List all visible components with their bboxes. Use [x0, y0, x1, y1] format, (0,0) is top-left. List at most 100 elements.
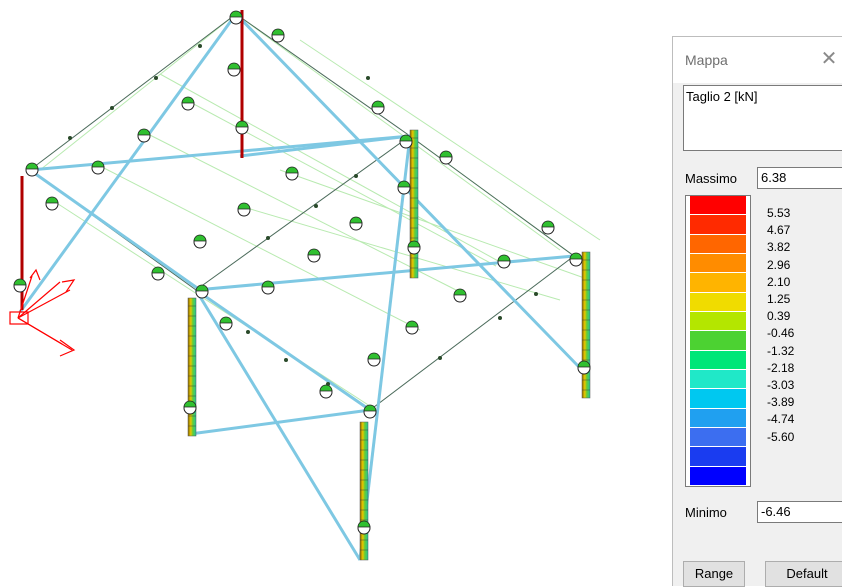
- node[interactable]: [271, 28, 285, 43]
- max-input[interactable]: 6.38: [757, 167, 842, 189]
- node[interactable]: [399, 134, 413, 149]
- axis-arrow: [59, 339, 76, 357]
- axis-arrow: [17, 275, 33, 319]
- beam-dot: [326, 382, 330, 386]
- legend-swatch: [690, 234, 746, 254]
- legend-label: -5.60: [767, 429, 795, 444]
- node[interactable]: [371, 100, 385, 115]
- legend-swatch: [690, 350, 746, 370]
- column-stress: [409, 129, 419, 279]
- legend-label: -3.03: [767, 378, 795, 392]
- edge-beams: [29, 13, 575, 411]
- nodes: [13, 10, 591, 535]
- beam-dot: [110, 106, 114, 110]
- legend-swatch: [690, 215, 746, 235]
- secondary-beam: [139, 129, 461, 293]
- beam-dot: [284, 358, 288, 362]
- secondary-beam: [235, 13, 561, 251]
- structure-3d-view: [9, 10, 601, 561]
- node[interactable]: [497, 254, 511, 269]
- legend-label: 0.39: [767, 309, 791, 324]
- color-legend: [685, 195, 751, 487]
- node[interactable]: [405, 320, 419, 335]
- beam-dot: [438, 356, 442, 360]
- legend-swatch: [690, 466, 746, 486]
- node[interactable]: [439, 150, 453, 165]
- range-button[interactable]: Range: [683, 561, 745, 587]
- node[interactable]: [319, 384, 333, 399]
- beam-dot: [354, 174, 358, 178]
- legend-label: 5.53: [767, 206, 791, 220]
- node[interactable]: [227, 62, 241, 77]
- node[interactable]: [151, 266, 165, 281]
- beam-dot: [154, 76, 158, 80]
- node[interactable]: [195, 284, 209, 299]
- main-beams: [18, 12, 582, 561]
- axis-arrow: [17, 317, 63, 345]
- beam-dot: [68, 136, 72, 140]
- node[interactable]: [407, 240, 421, 255]
- legend-swatch: [690, 370, 746, 390]
- node[interactable]: [367, 352, 381, 367]
- legend-swatch: [690, 254, 746, 274]
- min-input[interactable]: -6.46: [757, 501, 842, 523]
- node[interactable]: [13, 278, 27, 293]
- legend-swatch: [690, 292, 746, 312]
- legend-swatch: [690, 331, 746, 351]
- node[interactable]: [453, 288, 467, 303]
- close-icon[interactable]: ✕: [820, 48, 838, 70]
- node[interactable]: [45, 196, 59, 211]
- beam-dot: [498, 316, 502, 320]
- max-label: Massimo: [685, 171, 738, 186]
- node[interactable]: [397, 180, 411, 195]
- edge-beam: [235, 13, 411, 137]
- node[interactable]: [181, 96, 195, 111]
- min-label: Minimo: [685, 505, 727, 520]
- beam-dot: [246, 330, 250, 334]
- node[interactable]: [261, 280, 275, 295]
- edge-beam: [195, 135, 411, 291]
- beam-dot: [198, 44, 202, 48]
- node[interactable]: [137, 128, 151, 143]
- main-beam: [358, 135, 412, 561]
- axis-triad-icon: [9, 268, 76, 357]
- main-beam: [18, 13, 238, 313]
- main-beam: [239, 134, 411, 158]
- beam-dot: [366, 76, 370, 80]
- node[interactable]: [237, 202, 251, 217]
- legend-label: -1.32: [767, 343, 795, 358]
- node[interactable]: [91, 160, 105, 175]
- map-dialog: Mappa ✕ Taglio 2 [kN] Massimo 6.38 5.53 4…: [672, 36, 842, 587]
- legend-swatch: [690, 312, 746, 332]
- axis-arrow: [17, 289, 71, 319]
- legend-swatch: [690, 428, 746, 448]
- quantity-textbox[interactable]: Taglio 2 [kN]: [683, 85, 842, 151]
- model-viewport[interactable]: [0, 0, 660, 576]
- legend-label: 1.25: [767, 292, 791, 306]
- node[interactable]: [569, 252, 583, 267]
- legend-label: -0.46: [767, 326, 795, 341]
- legend-swatch: [690, 447, 746, 467]
- node[interactable]: [235, 120, 249, 135]
- default-button[interactable]: Default: [765, 561, 842, 587]
- legend-swatch: [690, 389, 746, 409]
- node[interactable]: [193, 234, 207, 249]
- node[interactable]: [357, 520, 371, 535]
- column-stress: [359, 421, 369, 561]
- node[interactable]: [285, 166, 299, 181]
- node[interactable]: [541, 220, 555, 235]
- edge-beam: [369, 255, 575, 411]
- node[interactable]: [183, 400, 197, 415]
- node[interactable]: [219, 316, 233, 331]
- node[interactable]: [363, 404, 377, 419]
- secondary-beam: [159, 73, 501, 263]
- legend-label: -4.74: [767, 412, 795, 427]
- legend-swatch: [690, 273, 746, 293]
- node[interactable]: [25, 162, 39, 177]
- node[interactable]: [307, 248, 321, 263]
- node[interactable]: [349, 216, 363, 231]
- axis-arrow: [61, 279, 76, 293]
- main-beam: [194, 289, 362, 561]
- node[interactable]: [577, 360, 591, 375]
- node[interactable]: [229, 10, 243, 25]
